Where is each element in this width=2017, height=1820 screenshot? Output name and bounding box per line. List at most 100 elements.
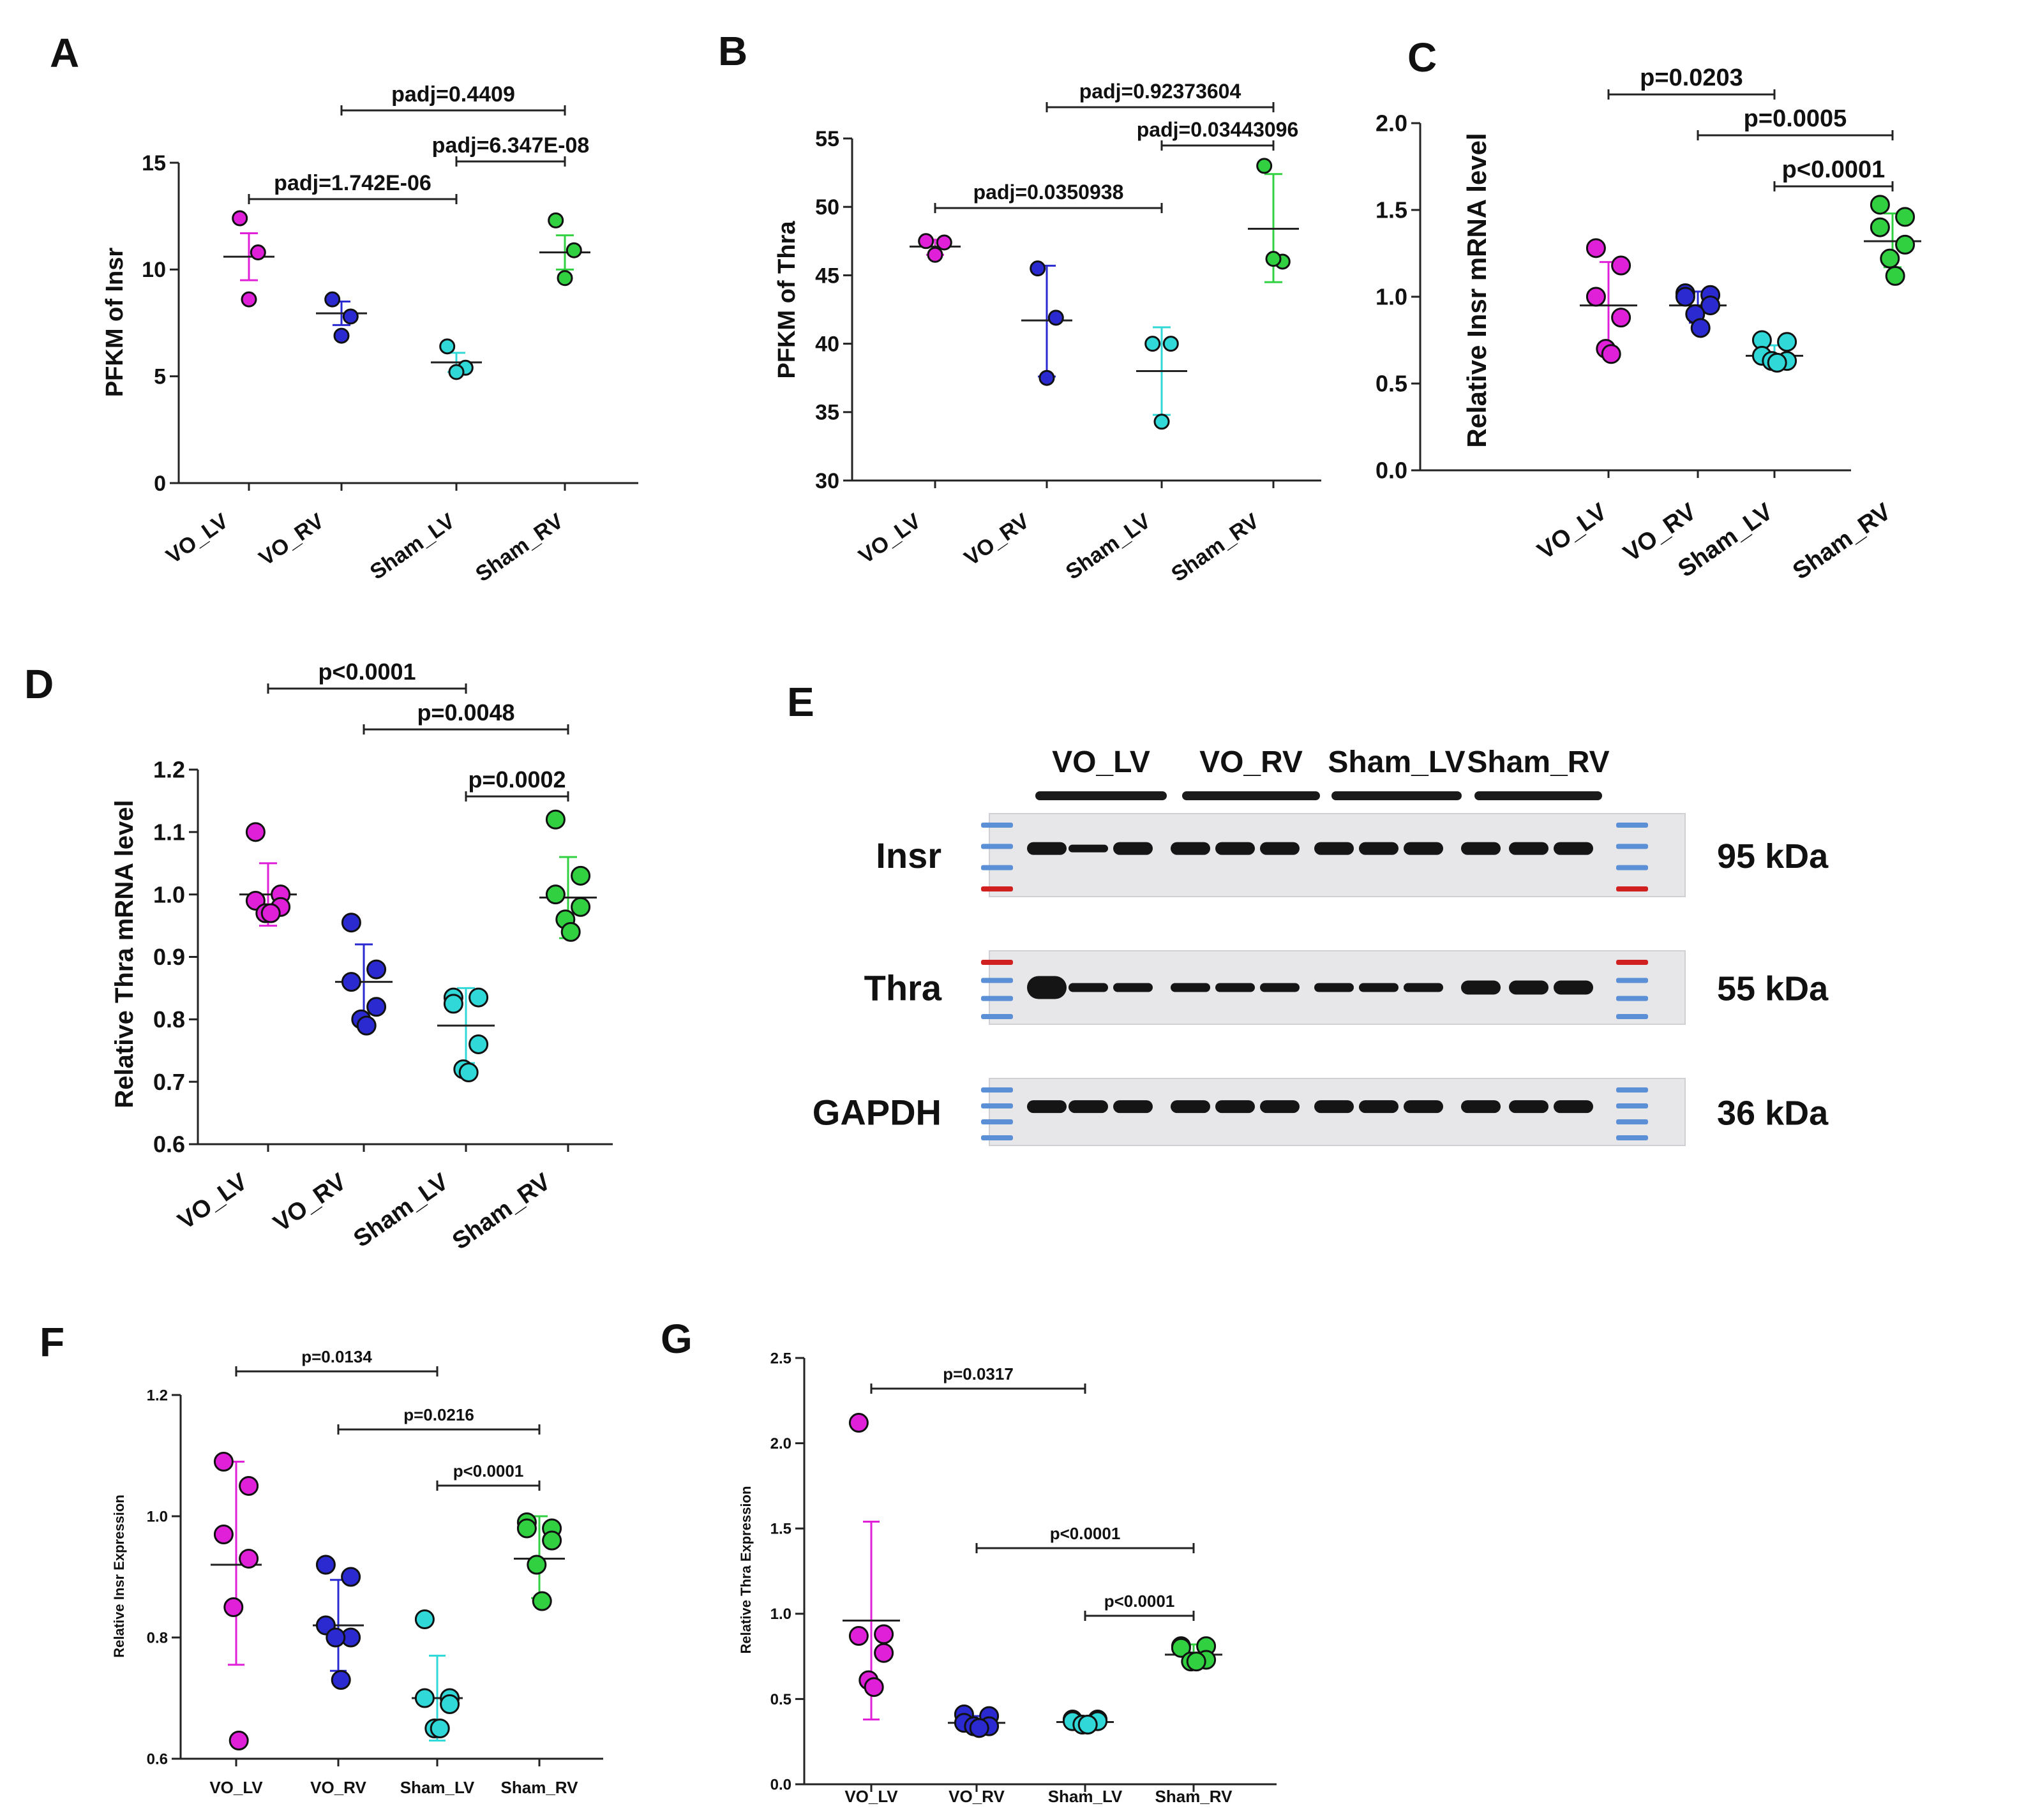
- blot-protein-label: Insr: [876, 835, 941, 876]
- blot-band: [1113, 842, 1153, 855]
- data-point: [333, 327, 350, 344]
- data-point: [1675, 287, 1695, 307]
- y-tick-label: 0.0: [770, 1776, 791, 1793]
- data-point: [571, 865, 591, 886]
- significance-label: p<0.0001: [453, 1461, 524, 1481]
- data-point: [566, 242, 582, 258]
- data-point: [848, 1626, 869, 1646]
- data-point: [414, 1609, 435, 1629]
- panel-a: A 0 5 10 15 PFKM of Insr VO_LV VO_RV Sham_LV Sham…: [50, 30, 638, 586]
- ladder-band: [981, 1135, 1013, 1140]
- ladder-band: [1616, 886, 1648, 891]
- ladder-band: [1616, 1135, 1648, 1140]
- data-point: [260, 903, 281, 923]
- blot-band: [1359, 1100, 1398, 1114]
- y-tick-label: 1.5: [770, 1521, 791, 1538]
- blot-band: [1509, 1100, 1548, 1114]
- y-tick-label: 1.2: [153, 757, 185, 783]
- ladder-band: [1616, 844, 1648, 849]
- data-point: [341, 913, 361, 933]
- data-point: [458, 1062, 479, 1082]
- data-point: [324, 291, 341, 308]
- panel-letter: D: [24, 661, 54, 707]
- blot-group-underline: [1474, 791, 1602, 800]
- y-axis-label: Relative Insr mRNA level: [1462, 133, 1492, 447]
- panel-letter: B: [718, 28, 747, 74]
- x-tick-label: Sham_LV: [349, 1168, 454, 1253]
- blot-band: [1215, 983, 1255, 992]
- significance-label: padj=6.347E-08: [432, 133, 590, 158]
- data-point: [1153, 414, 1170, 430]
- ladder-band: [1616, 865, 1648, 870]
- blot-band: [1314, 1100, 1354, 1114]
- data-point: [241, 291, 257, 308]
- data-point: [545, 884, 566, 905]
- y-tick-label: 1.0: [153, 881, 185, 907]
- y-tick-label: 10: [142, 258, 166, 282]
- y-tick-label: 50: [815, 195, 839, 220]
- data-point: [1880, 248, 1900, 269]
- y-axis-label: Relative Thra mRNA level: [110, 800, 139, 1108]
- ladder-band: [981, 978, 1013, 983]
- panel-letter: C: [1407, 34, 1437, 80]
- data-point: [326, 1627, 346, 1648]
- significance-label: p=0.0048: [417, 699, 514, 726]
- x-tick-label: Sham_RV: [1788, 498, 1896, 585]
- panel-letter: E: [787, 679, 814, 725]
- x-tick-label: VO_LV: [855, 509, 926, 569]
- panel-letter: G: [661, 1316, 693, 1362]
- data-point: [414, 1688, 435, 1708]
- data-point: [223, 1597, 244, 1617]
- blot-band: [1068, 1100, 1108, 1114]
- blot-group-underline: [1035, 791, 1167, 800]
- blot-band: [1260, 1100, 1300, 1114]
- data-point: [239, 1549, 259, 1569]
- data-point: [1030, 260, 1046, 277]
- x-tick-label: VO_LV: [209, 1778, 263, 1797]
- data-point: [448, 364, 465, 380]
- blot-group-label: Sham_LV: [1328, 745, 1465, 779]
- data-point: [1870, 217, 1890, 237]
- x-tick-label: VO_LV: [844, 1787, 898, 1806]
- data-point: [1586, 287, 1606, 307]
- y-tick-label: 40: [815, 332, 839, 357]
- y-tick-label: 35: [815, 401, 839, 425]
- blot-band: [1359, 983, 1398, 992]
- data-point: [356, 1015, 377, 1036]
- x-tick-label: VO_RV: [949, 1787, 1005, 1806]
- y-tick-label: 30: [815, 469, 839, 493]
- data-point: [1586, 238, 1606, 258]
- significance-label: p<0.0001: [1782, 156, 1886, 183]
- panel-letter: A: [50, 30, 79, 76]
- data-point: [927, 246, 943, 263]
- data-point: [1265, 251, 1282, 267]
- data-point: [331, 1670, 351, 1690]
- significance-label: p=0.0317: [943, 1364, 1014, 1384]
- ladder-band: [1616, 1014, 1648, 1019]
- significance-label: padj=1.742E-06: [274, 171, 431, 195]
- ladder-band: [1616, 1087, 1648, 1093]
- data-point: [874, 1624, 894, 1645]
- x-tick-label: VO_RV: [310, 1778, 366, 1797]
- ladder-band: [1616, 960, 1648, 965]
- blot-band: [1215, 842, 1255, 855]
- ladder-band: [1616, 823, 1648, 828]
- x-tick-label: Sham_RV: [501, 1778, 579, 1797]
- data-point: [874, 1643, 894, 1663]
- y-tick-label: 1.0: [1376, 284, 1407, 310]
- data-point: [1611, 255, 1631, 276]
- blot-membrane: [989, 813, 1686, 897]
- data-point: [229, 1731, 249, 1750]
- x-tick-label: VO_RV: [960, 509, 1034, 571]
- blot-band: [1554, 842, 1593, 855]
- data-point: [1171, 1637, 1191, 1658]
- data-point: [1690, 318, 1711, 338]
- data-point: [1047, 310, 1064, 326]
- y-tick-label: 1.0: [770, 1606, 791, 1623]
- data-point: [469, 1034, 489, 1054]
- panel-c: C 0.0 0.5 1.0 1.5 2.0 Relative Insr mRNA level…: [1376, 34, 1921, 585]
- blot-band: [1314, 983, 1354, 992]
- data-point: [542, 1530, 562, 1551]
- x-tick-label: Sham_LV: [400, 1778, 475, 1797]
